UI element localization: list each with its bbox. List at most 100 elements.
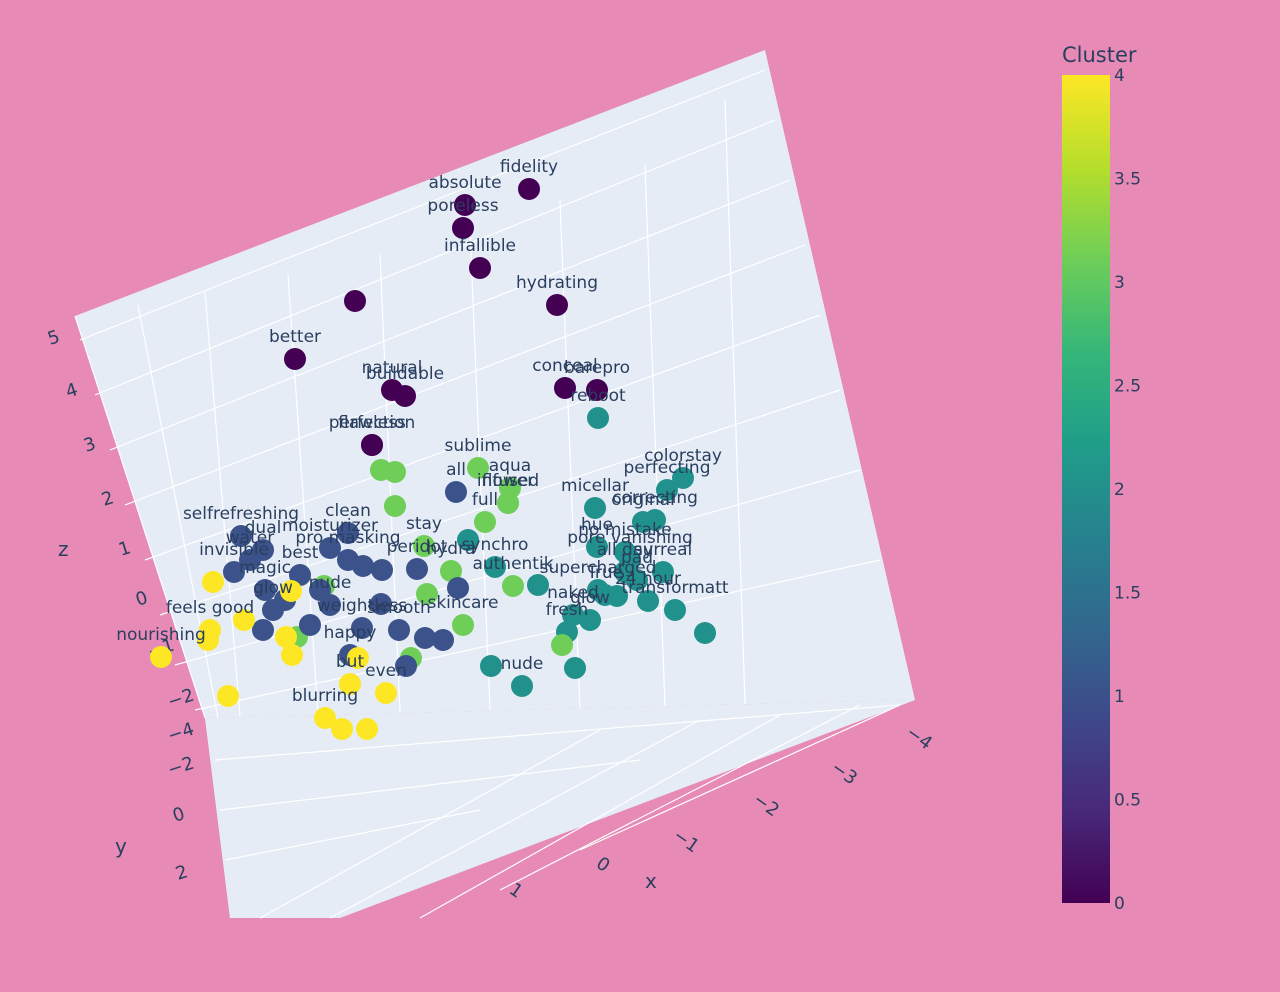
data-point[interactable] [319,537,341,559]
data-point[interactable] [233,609,255,631]
data-point[interactable] [217,685,239,707]
data-point[interactable] [551,634,573,656]
data-point[interactable] [388,619,410,641]
data-point[interactable] [652,561,674,583]
x-tick-label: −4 [902,722,936,754]
data-point[interactable] [562,604,584,626]
data-point[interactable] [299,614,321,636]
data-point[interactable] [395,655,417,677]
data-point[interactable] [502,575,524,597]
data-point[interactable] [289,564,311,586]
point-label: all day [597,540,654,560]
data-point[interactable] [331,718,353,740]
point-label: natural [362,358,423,378]
data-point[interactable] [284,348,306,370]
point-label: water [226,528,274,548]
colorbar[interactable]: Cluster 4 3.5 3 2.5 2 1.5 1 0.5 0 [1062,43,1141,914]
data-point[interactable] [606,585,628,607]
point-label: True [586,563,623,583]
data-point[interactable] [347,647,369,669]
data-point[interactable] [440,560,462,582]
data-point[interactable] [351,617,373,639]
data-point[interactable] [281,644,303,666]
data-point[interactable] [239,549,261,571]
data-point[interactable] [280,580,302,602]
data-point[interactable] [275,626,297,648]
colorbar-tick-label: 3.5 [1114,170,1141,190]
data-point[interactable] [384,461,406,483]
data-point[interactable] [632,511,654,533]
data-point[interactable] [584,497,606,519]
point-label: 24 hour [615,569,681,589]
data-point[interactable] [413,535,435,557]
data-point[interactable] [394,385,416,407]
data-point[interactable] [554,377,576,399]
data-point[interactable] [375,682,397,704]
data-point[interactable] [480,655,502,677]
data-point[interactable] [511,675,533,697]
point-label: blurring [292,686,358,706]
data-point[interactable] [447,577,469,599]
data-point[interactable] [230,525,252,547]
data-point[interactable] [587,407,609,429]
point-label: supercharged [540,558,657,578]
colorbar-ticks: 4 3.5 3 2.5 2 1.5 1 0.5 0 [1114,66,1141,914]
z-tick-label: 1 [116,537,133,561]
x-axis-title: x [645,869,657,893]
data-point[interactable] [150,646,172,668]
point-label: fresh [546,600,589,620]
data-point[interactable] [445,481,467,503]
point-label: skincare [427,593,498,613]
data-point[interactable] [672,467,694,489]
data-point[interactable] [474,511,496,533]
data-point[interactable] [564,657,586,679]
data-point[interactable] [579,609,601,631]
data-point[interactable] [527,574,549,596]
data-point[interactable] [197,629,219,651]
data-point[interactable] [370,593,392,615]
data-point[interactable] [467,457,489,479]
data-point[interactable] [469,257,491,279]
data-point[interactable] [656,479,678,501]
data-point[interactable] [454,194,476,216]
data-point[interactable] [518,178,540,200]
data-point[interactable] [416,583,438,605]
data-point[interactable] [314,707,336,729]
x-tick-label: −3 [827,757,861,789]
data-point[interactable] [694,622,716,644]
data-point[interactable] [339,673,361,695]
data-point[interactable] [637,590,659,612]
data-point[interactable] [452,614,474,636]
data-point[interactable] [452,217,474,239]
data-point[interactable] [252,619,274,641]
data-point[interactable] [384,495,406,517]
data-point[interactable] [254,579,276,601]
data-point[interactable] [626,569,648,591]
data-point[interactable] [497,492,519,514]
data-point[interactable] [586,379,608,401]
data-point[interactable] [457,529,479,551]
x-tick-label: −2 [749,789,783,821]
z-tick-label: −2 [165,685,197,713]
data-point[interactable] [414,627,436,649]
data-point[interactable] [356,718,378,740]
data-point[interactable] [352,555,374,577]
data-point[interactable] [484,556,506,578]
data-point[interactable] [309,579,331,601]
data-point[interactable] [664,599,686,621]
data-point[interactable] [546,294,568,316]
data-point[interactable] [337,522,359,544]
data-point[interactable] [361,434,383,456]
data-point[interactable] [371,559,393,581]
data-point[interactable] [202,571,224,593]
point-label: correcting [612,488,698,508]
data-point[interactable] [223,561,245,583]
point-label: absolute [428,173,501,193]
data-point[interactable] [344,290,366,312]
point-label: no mistake [578,520,672,540]
data-point[interactable] [432,629,454,651]
data-point[interactable] [406,558,428,580]
data-point[interactable] [586,536,608,558]
